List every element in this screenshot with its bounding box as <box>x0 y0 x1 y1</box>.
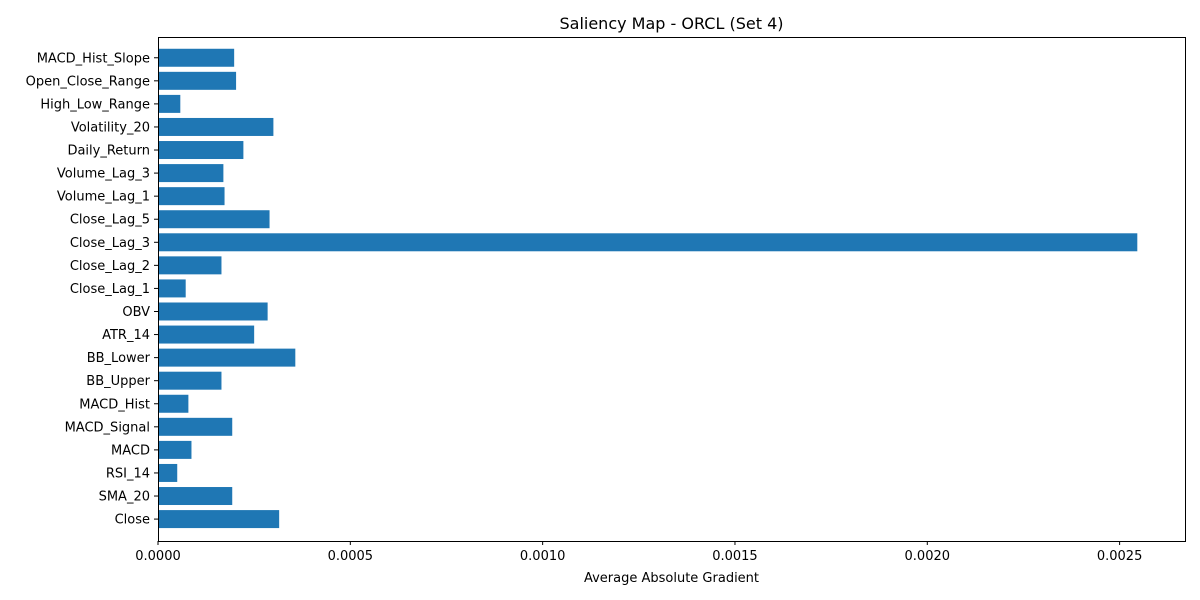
x-tick-label: 0.0025 <box>1097 549 1143 564</box>
y-tick-label: Close <box>115 513 150 528</box>
bar-macd-signal <box>158 417 233 436</box>
y-tick-label: High_Low_Range <box>40 97 150 112</box>
bar-bb-lower <box>158 348 296 367</box>
bar-volatility-20 <box>158 117 274 136</box>
bar-rsi-14 <box>158 463 178 482</box>
bar-close-lag-2 <box>158 256 222 275</box>
y-tick-label: Close_Lag_1 <box>70 282 150 297</box>
bar-volume-lag-3 <box>158 164 224 183</box>
bar-atr-14 <box>158 325 255 344</box>
y-tick-label: Open_Close_Range <box>26 74 150 89</box>
x-tick-label: 0.0020 <box>905 549 951 564</box>
y-tick-label: BB_Upper <box>86 374 150 389</box>
bar-macd-hist <box>158 394 189 413</box>
y-tick-label: ATR_14 <box>102 328 150 343</box>
bar-high-low-range <box>158 94 181 113</box>
y-tick-label: BB_Lower <box>87 351 151 366</box>
bar-open-close-range <box>158 71 237 90</box>
y-tick-label: MACD_Signal <box>65 420 150 435</box>
plot-frame <box>158 37 1186 542</box>
y-tick-label: SMA_20 <box>99 490 150 505</box>
x-tick-label: 0.0015 <box>712 549 758 564</box>
y-tick-label: MACD_Hist_Slope <box>37 51 150 66</box>
y-tick-label: Close_Lag_2 <box>70 259 150 274</box>
bars-group <box>158 48 1138 529</box>
y-tick-label: MACD_Hist <box>79 397 150 412</box>
y-tick-label: Volatility_20 <box>71 120 150 135</box>
x-tick-label: 0.0010 <box>520 549 566 564</box>
bar-close-lag-3 <box>158 233 1138 252</box>
bar-sma-20 <box>158 487 233 506</box>
y-tick-label: Close_Lag_5 <box>70 213 150 228</box>
x-axis-label: Average Absolute Gradient <box>584 571 759 586</box>
y-tick-label: OBV <box>122 305 150 320</box>
y-tick-label: Daily_Return <box>67 144 150 159</box>
bar-macd-hist-slope <box>158 48 235 67</box>
bar-daily-return <box>158 141 244 160</box>
bar-close-lag-1 <box>158 279 186 298</box>
y-tick-label: RSI_14 <box>106 466 150 481</box>
y-tick-label: Volume_Lag_3 <box>57 167 150 182</box>
x-axis-ticks: 0.0000 0.0005 0.0010 0.0015 0.0020 0.0025 <box>135 541 1142 564</box>
y-tick-label: Close_Lag_3 <box>70 236 150 251</box>
bar-volume-lag-1 <box>158 187 225 206</box>
bar-bb-upper <box>158 371 222 390</box>
y-axis-ticks: Close SMA_20 RSI_14 MACD MACD_Signal MACD_His… <box>26 51 158 528</box>
y-tick-label: Volume_Lag_1 <box>57 190 150 205</box>
bar-close <box>158 510 280 529</box>
bar-macd <box>158 440 192 459</box>
bar-obv <box>158 302 268 321</box>
bar-close-lag-5 <box>158 210 270 229</box>
y-tick-label: MACD <box>111 443 150 458</box>
x-tick-label: 0.0000 <box>135 549 181 564</box>
chart-title: Saliency Map - ORCL (Set 4) <box>559 14 783 33</box>
x-tick-label: 0.0005 <box>328 549 374 564</box>
